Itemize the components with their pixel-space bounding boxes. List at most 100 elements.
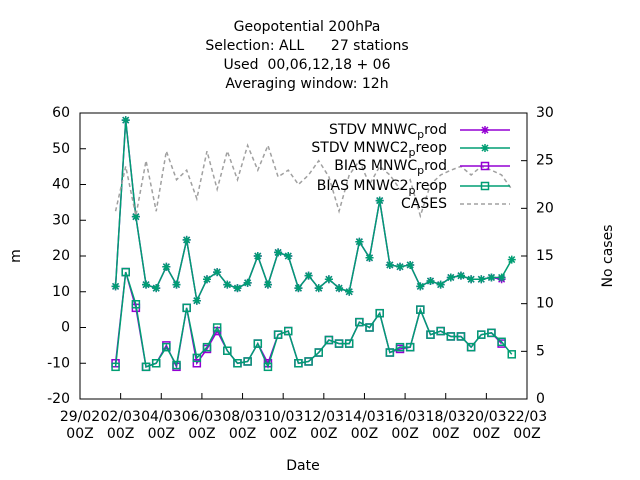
marker: [446, 273, 455, 282]
marker: [324, 335, 334, 345]
marker: [487, 273, 496, 282]
legend-marker: [480, 161, 490, 171]
series-line: [114, 143, 513, 219]
marker: [344, 339, 354, 348]
marker: [324, 275, 333, 284]
marker: [202, 275, 211, 284]
legend-label: STDV MNWCprod: [329, 122, 447, 141]
marker: [172, 360, 181, 370]
marker: [456, 271, 465, 280]
marker: [172, 280, 181, 289]
marker: [497, 273, 506, 282]
y-tick-label: 60: [52, 105, 70, 121]
marker: [436, 280, 445, 289]
marker: [355, 237, 364, 246]
marker: [294, 284, 303, 293]
marker: [335, 284, 344, 293]
marker: [507, 255, 516, 264]
y-tick-label: -20: [47, 391, 70, 407]
series-line: [114, 271, 513, 369]
y-tick-label: 20: [52, 248, 70, 264]
y2-tick-label: 5: [536, 343, 545, 359]
marker: [182, 303, 191, 313]
marker: [487, 328, 496, 338]
x-tick-label: 02/03 00Z: [100, 409, 140, 442]
marker: [467, 275, 476, 284]
marker: [304, 357, 313, 366]
marker: [273, 330, 283, 339]
marker: [436, 326, 445, 336]
marker: [233, 359, 242, 368]
marker: [152, 284, 161, 293]
y2-tick-label: 25: [536, 153, 554, 169]
marker: [151, 359, 161, 368]
marker: [223, 280, 232, 289]
x-tick-label: 04/03 00Z: [141, 409, 181, 442]
marker: [192, 353, 202, 363]
marker: [365, 253, 374, 262]
marker: [456, 332, 466, 341]
marker: [406, 260, 415, 269]
x-tick-label: 12/03 00Z: [304, 409, 344, 442]
marker: [253, 339, 263, 348]
marker: [385, 348, 395, 357]
x-tick-label: 20/03 00Z: [466, 409, 506, 442]
marker: [304, 271, 313, 280]
y2-tick-label: 20: [536, 200, 554, 216]
y-tick-label: 30: [52, 212, 70, 228]
marker: [314, 284, 323, 293]
marker: [131, 300, 141, 309]
marker: [202, 342, 212, 352]
marker: [263, 280, 272, 289]
x-tick-label: 16/03 00Z: [385, 409, 425, 442]
legend-label: BIAS MNWC2preop: [317, 178, 447, 197]
marker: [426, 330, 435, 339]
marker: [243, 278, 252, 287]
marker: [182, 235, 191, 244]
y2-axis-label: No cases: [600, 225, 616, 288]
x-tick-label: 10/03 00Z: [263, 409, 303, 442]
marker: [477, 275, 486, 284]
marker: [223, 346, 232, 355]
marker: [426, 277, 435, 286]
plot-border: [79, 112, 528, 400]
chart-subtitle: Averaging window: 12h: [225, 76, 388, 92]
marker: [345, 287, 354, 296]
marker: [121, 267, 130, 277]
marker: [334, 339, 344, 348]
legend-marker: [480, 181, 490, 191]
marker: [375, 196, 384, 205]
marker: [111, 362, 120, 372]
x-tick-label: 06/03 00Z: [182, 409, 222, 442]
marker: [355, 317, 364, 327]
marker: [142, 280, 151, 289]
y-tick-label: 50: [52, 141, 70, 157]
x-tick-label: 22/03 00Z: [507, 409, 547, 442]
series-line: [114, 120, 513, 304]
y2-tick-label: 0: [536, 391, 545, 407]
chart-title: Geopotential 200hPa: [234, 19, 381, 35]
marker: [395, 342, 405, 352]
y2-tick-label: 15: [536, 248, 554, 264]
y2-tick-label: 10: [536, 296, 554, 312]
y-tick-label: 0: [61, 320, 70, 336]
y2-tick-label: 30: [536, 105, 554, 121]
marker: [497, 337, 506, 347]
x-tick-label: 08/03 00Z: [222, 409, 262, 442]
marker: [284, 326, 293, 336]
y-tick-label: -10: [47, 355, 70, 371]
legend-label: BIAS MNWCprod: [334, 158, 447, 177]
marker: [141, 362, 151, 372]
marker: [294, 359, 303, 368]
marker: [365, 323, 374, 332]
marker: [162, 342, 171, 352]
marker: [162, 262, 171, 271]
x-axis-label: Date: [286, 458, 319, 474]
marker: [385, 260, 394, 269]
marker: [396, 262, 405, 271]
marker: [192, 359, 202, 368]
x-tick-label: 29/02 00Z: [60, 409, 100, 442]
marker: [416, 305, 425, 314]
marker: [212, 323, 222, 332]
legend-marker: [481, 144, 489, 152]
